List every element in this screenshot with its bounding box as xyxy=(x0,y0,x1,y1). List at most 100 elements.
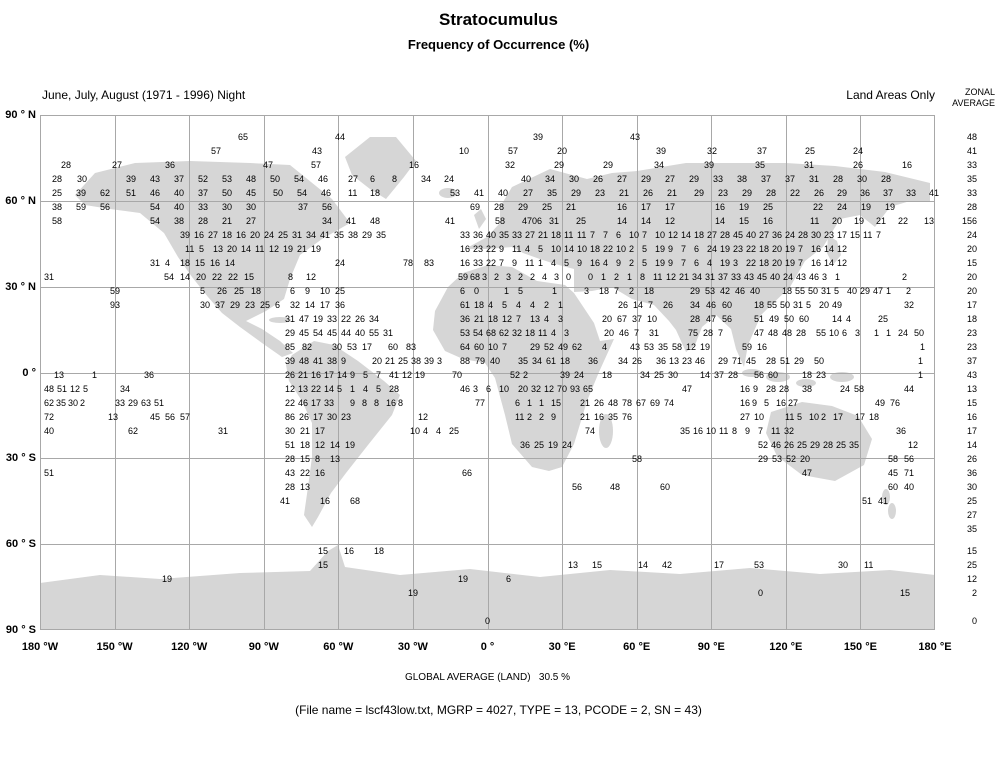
frequency-value: 74 xyxy=(585,426,596,436)
frequency-value: 35 xyxy=(56,398,67,408)
chart-subtitle: Frequency of Occurrence (%) xyxy=(407,37,590,52)
frequency-value: 28 xyxy=(881,174,892,184)
frequency-value: 16 xyxy=(740,398,751,408)
frequency-value: 4 xyxy=(525,244,531,254)
frequency-value: 18 xyxy=(300,440,311,450)
frequency-value: 25 xyxy=(805,146,816,156)
frequency-value: 26 xyxy=(594,398,605,408)
frequency-value: 41 xyxy=(389,370,400,380)
frequency-value: 15 xyxy=(551,398,562,408)
frequency-value: 34 xyxy=(421,174,432,184)
world-map: 65 44 39 43 57 43 10 57 20 39 32 37 25 24 28 27 36 47 57 16… xyxy=(40,115,939,630)
frequency-value: 45 xyxy=(733,230,744,240)
frequency-value: 38 xyxy=(174,216,185,226)
frequency-value: 49 xyxy=(769,314,780,324)
frequency-value: 28 xyxy=(494,202,505,212)
frequency-value: 41 xyxy=(929,188,940,198)
frequency-value: 6 xyxy=(515,398,521,408)
frequency-value: 4 xyxy=(707,258,713,268)
continent-south-america xyxy=(286,341,400,527)
frequency-value: 7 xyxy=(876,230,882,240)
frequency-value: 24 xyxy=(840,384,851,394)
frequency-value: 28 xyxy=(690,314,701,324)
frequency-value: 4 xyxy=(846,314,852,324)
frequency-value: 11 xyxy=(538,328,548,338)
frequency-value: 19 xyxy=(408,588,419,598)
frequency-value: 52 xyxy=(544,342,555,352)
frequency-value: 5 xyxy=(642,258,648,268)
frequency-value: 28 xyxy=(728,370,739,380)
frequency-value: 4 xyxy=(602,342,608,352)
zonal-average-value: 25 xyxy=(966,496,977,506)
frequency-value: 14 xyxy=(638,560,649,570)
frequency-value: 12 xyxy=(665,216,676,226)
frequency-value: 9 xyxy=(668,258,674,268)
frequency-value: 4 xyxy=(436,426,442,436)
frequency-value: 37 xyxy=(714,370,725,380)
frequency-value: 12 xyxy=(269,244,280,254)
frequency-value: 29 xyxy=(690,286,701,296)
frequency-value: 15 xyxy=(850,230,861,240)
frequency-value: 39 xyxy=(424,356,435,366)
frequency-value: 24 xyxy=(837,202,848,212)
frequency-value: 8 xyxy=(398,398,404,408)
chart-title: Stratocumulus xyxy=(438,10,559,29)
frequency-value: 1 xyxy=(558,300,564,310)
frequency-value: 34 xyxy=(654,160,665,170)
frequency-value: 41 xyxy=(280,496,291,506)
frequency-value: 27 xyxy=(208,230,219,240)
zonal-average-value: 15 xyxy=(966,546,977,556)
frequency-value: 27 xyxy=(707,230,718,240)
frequency-value: 23 xyxy=(816,370,827,380)
frequency-value: 37 xyxy=(174,174,185,184)
island-new-guinea xyxy=(830,372,854,382)
frequency-value: 23 xyxy=(682,356,693,366)
frequency-value: 41 xyxy=(878,496,889,506)
frequency-value: 61 xyxy=(546,356,557,366)
frequency-value: 3 xyxy=(855,328,861,338)
frequency-value: 44 xyxy=(341,328,352,338)
frequency-value: 19 xyxy=(162,574,173,584)
frequency-value: 2 xyxy=(544,300,550,310)
frequency-value: 44 xyxy=(335,132,346,142)
frequency-value: 10 xyxy=(499,384,510,394)
frequency-value: 18 xyxy=(694,230,705,240)
frequency-value: 9 xyxy=(616,258,622,268)
frequency-value: 36 xyxy=(335,300,346,310)
frequency-value: 28 xyxy=(720,230,731,240)
frequency-value: 52 xyxy=(198,174,209,184)
frequency-value: 33 xyxy=(327,314,338,324)
frequency-value: 5 xyxy=(834,286,840,296)
frequency-value: 47 xyxy=(802,468,813,478)
file-info-label: (File name = lscf43low.txt, MGRP = 4027,… xyxy=(295,703,702,717)
frequency-value: 6 xyxy=(290,286,296,296)
longitude-tick-label: 120 °W xyxy=(171,641,208,653)
frequency-value: 35 xyxy=(658,342,669,352)
frequency-value: 29 xyxy=(571,188,582,198)
frequency-value: 11 xyxy=(525,258,535,268)
frequency-value: 35 xyxy=(376,230,387,240)
frequency-value: 11 xyxy=(348,188,358,198)
frequency-value: 14 xyxy=(700,370,711,380)
frequency-value: 8 xyxy=(732,426,738,436)
frequency-value: 34 xyxy=(690,300,701,310)
frequency-value: 7 xyxy=(516,314,522,324)
frequency-value: 28 xyxy=(52,174,63,184)
frequency-value: 29 xyxy=(718,356,729,366)
frequency-value: 38 xyxy=(348,230,359,240)
frequency-value: 35 xyxy=(518,356,529,366)
frequency-value: 17 xyxy=(837,230,848,240)
frequency-value: 26 xyxy=(853,160,864,170)
frequency-value: 17 xyxy=(665,202,676,212)
frequency-value: 67 xyxy=(636,398,647,408)
frequency-value: 56 xyxy=(322,202,333,212)
frequency-value: 5 xyxy=(83,384,89,394)
frequency-value: 33 xyxy=(460,230,471,240)
frequency-value: 32 xyxy=(512,328,523,338)
frequency-value: 34 xyxy=(618,356,629,366)
frequency-value: 50 xyxy=(808,286,819,296)
frequency-value: 16 xyxy=(617,202,628,212)
frequency-value: 31 xyxy=(804,160,815,170)
frequency-value: 21 xyxy=(474,314,485,324)
